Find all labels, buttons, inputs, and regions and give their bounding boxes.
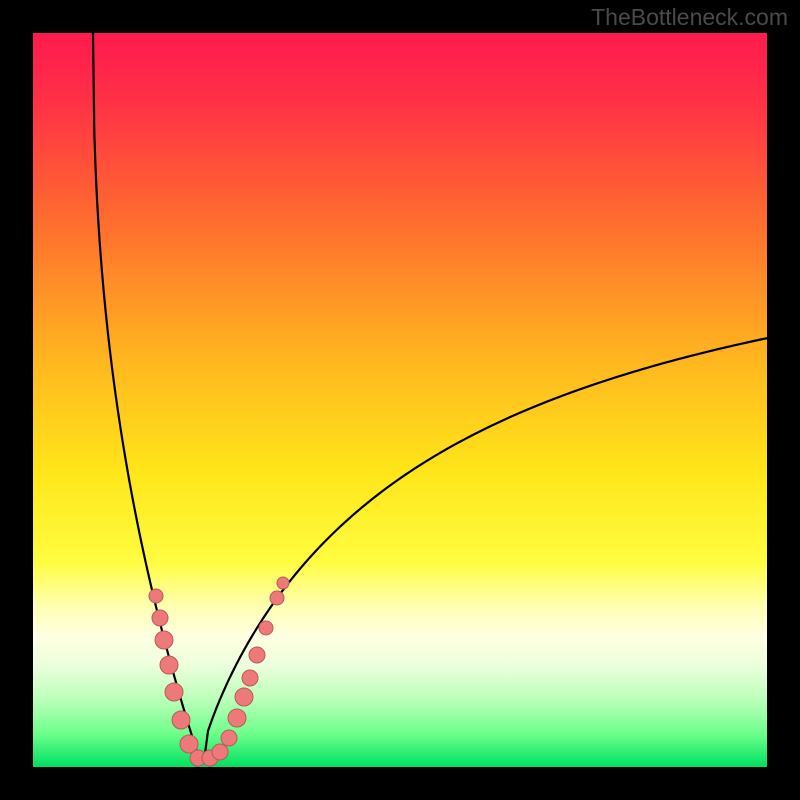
data-dot <box>155 631 173 649</box>
data-dot <box>172 711 190 729</box>
data-dot <box>259 621 273 635</box>
data-dot <box>165 683 183 701</box>
data-dot <box>149 589 163 603</box>
data-dot <box>152 610 168 626</box>
bottleneck-chart <box>0 0 800 800</box>
data-dot <box>228 709 246 727</box>
data-dot <box>277 577 289 589</box>
data-dot <box>249 647 265 663</box>
watermark-text: TheBottleneck.com <box>591 4 788 31</box>
plot-background <box>33 33 767 767</box>
data-dot <box>235 688 253 706</box>
chart-root: TheBottleneck.com <box>0 0 800 800</box>
data-dot <box>212 744 228 760</box>
data-dot <box>160 656 178 674</box>
data-dot <box>270 591 284 605</box>
data-dot <box>221 730 237 746</box>
data-dot <box>242 670 258 686</box>
